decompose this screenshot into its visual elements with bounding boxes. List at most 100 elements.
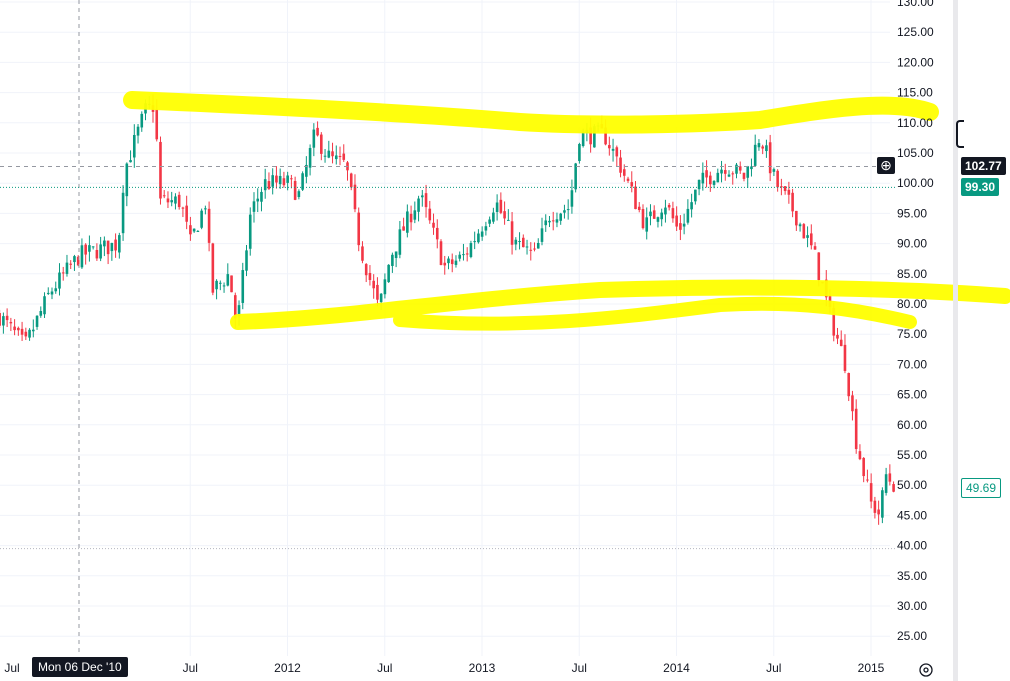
candle-up <box>241 270 245 303</box>
add-alert-button[interactable]: ⊕ <box>877 157 895 174</box>
candle-down <box>450 259 454 265</box>
candle-down <box>368 272 372 280</box>
candle-down <box>17 327 20 331</box>
support-highlight-lower[interactable] <box>393 296 917 331</box>
candle-down <box>428 208 432 221</box>
candle-up <box>260 191 263 202</box>
candle-up <box>664 207 667 215</box>
candle-down <box>342 153 346 160</box>
candle-down <box>230 275 233 293</box>
candle-down <box>5 315 9 321</box>
candle-up <box>753 144 757 166</box>
candle-down <box>465 253 469 255</box>
crosshair-time-label: Mon 06 Dec '10 <box>32 657 128 677</box>
candle-up <box>660 212 663 220</box>
last-price-label: 49.69 <box>961 478 1002 499</box>
candle-up <box>611 148 615 151</box>
candle-up <box>43 296 46 315</box>
candle-up <box>469 243 473 257</box>
candle-down <box>529 249 533 251</box>
price-tick: 75.00 <box>897 327 927 341</box>
price-tick: 100.00 <box>897 176 934 190</box>
time-tick: Jul <box>572 661 587 675</box>
price-tick: 90.00 <box>897 237 927 251</box>
time-axis[interactable]: Jul Jul 2012 Jul 2013 Jul 2014 Jul 2015 <box>4 661 884 675</box>
candle-down <box>13 326 16 331</box>
candle-down <box>372 280 375 289</box>
candle-down <box>667 204 671 208</box>
candle-down <box>813 246 817 250</box>
candle-up <box>174 196 177 204</box>
price-tick: 45.00 <box>897 508 927 522</box>
support-highlight-upper[interactable] <box>230 279 1010 330</box>
candle-down <box>768 142 772 174</box>
candle-down <box>731 173 735 175</box>
candle-up <box>507 219 510 221</box>
candle-up <box>555 219 559 223</box>
candle-up <box>480 231 484 237</box>
candle-up <box>215 280 218 290</box>
price-tick: 120.00 <box>897 55 934 69</box>
candle-up <box>454 260 458 265</box>
candle-down <box>267 181 271 189</box>
candle-up <box>245 250 248 271</box>
candle-up <box>690 202 693 210</box>
candles <box>0 94 895 525</box>
candle-down <box>619 157 622 173</box>
candle-up <box>136 126 140 136</box>
candle-up <box>387 264 390 283</box>
candle-down <box>84 244 87 255</box>
candle-down <box>847 373 851 397</box>
candle-up <box>50 291 54 295</box>
highlighter-drawings[interactable] <box>123 91 1010 331</box>
candle-up <box>248 214 252 249</box>
candle-up <box>697 179 701 190</box>
candle-up <box>540 228 544 242</box>
candle-up <box>327 150 331 158</box>
candle-up <box>750 166 753 170</box>
candle-up <box>806 235 809 238</box>
time-tick: Jul <box>4 661 19 675</box>
candle-down <box>9 321 13 324</box>
candle-down <box>211 243 215 293</box>
candle-up <box>46 292 50 294</box>
candle-down <box>510 221 514 245</box>
candle-up <box>884 474 888 493</box>
candle-down <box>95 249 99 259</box>
candle-up <box>757 143 761 148</box>
candle-down <box>589 127 592 145</box>
candle-down <box>836 334 839 339</box>
candle-down <box>873 500 877 513</box>
candle-down <box>331 151 334 157</box>
candle-up <box>406 211 409 233</box>
scale-handle[interactable] <box>956 120 964 148</box>
candle-down <box>671 208 675 219</box>
candle-down <box>76 256 80 266</box>
settings-icon[interactable] <box>919 663 933 677</box>
price-axis[interactable]: 130.00 125.00 120.00 115.00 110.00 105.00 100.… <box>897 0 934 643</box>
candle-up <box>271 175 274 187</box>
pane-separator[interactable] <box>953 0 958 681</box>
candle-down <box>854 408 858 450</box>
resistance-highlight[interactable] <box>123 91 939 134</box>
candle-up <box>701 172 705 184</box>
candle-up <box>73 256 76 263</box>
candle-down <box>521 237 525 248</box>
candle-up <box>462 254 465 256</box>
candle-down <box>675 215 678 227</box>
candle-up <box>125 163 129 197</box>
candle-up <box>140 113 144 128</box>
candle-down <box>290 178 293 180</box>
candle-up <box>735 164 738 174</box>
candle-down <box>787 189 791 195</box>
candle-up <box>536 243 540 249</box>
candle-down <box>776 170 779 188</box>
candle-down <box>832 307 836 336</box>
candle-up <box>563 210 566 213</box>
candle-up <box>458 254 462 259</box>
candle-up <box>121 192 125 234</box>
candle-down <box>503 211 506 219</box>
candle-down <box>641 209 645 229</box>
